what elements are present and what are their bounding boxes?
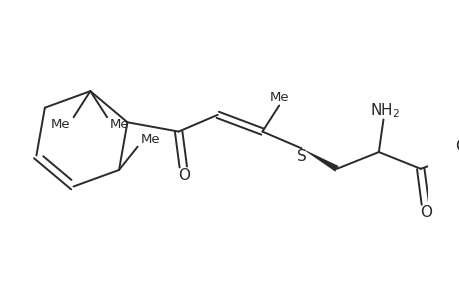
Text: Me: Me <box>51 118 71 131</box>
Polygon shape <box>301 148 338 172</box>
Text: O: O <box>178 168 190 183</box>
Text: Me: Me <box>110 118 129 131</box>
Text: S: S <box>296 149 306 164</box>
Text: O: O <box>454 139 459 154</box>
Text: Me: Me <box>269 91 288 103</box>
Text: O: O <box>420 205 431 220</box>
Text: Me: Me <box>140 133 160 146</box>
Text: NH$_2$: NH$_2$ <box>369 101 400 119</box>
